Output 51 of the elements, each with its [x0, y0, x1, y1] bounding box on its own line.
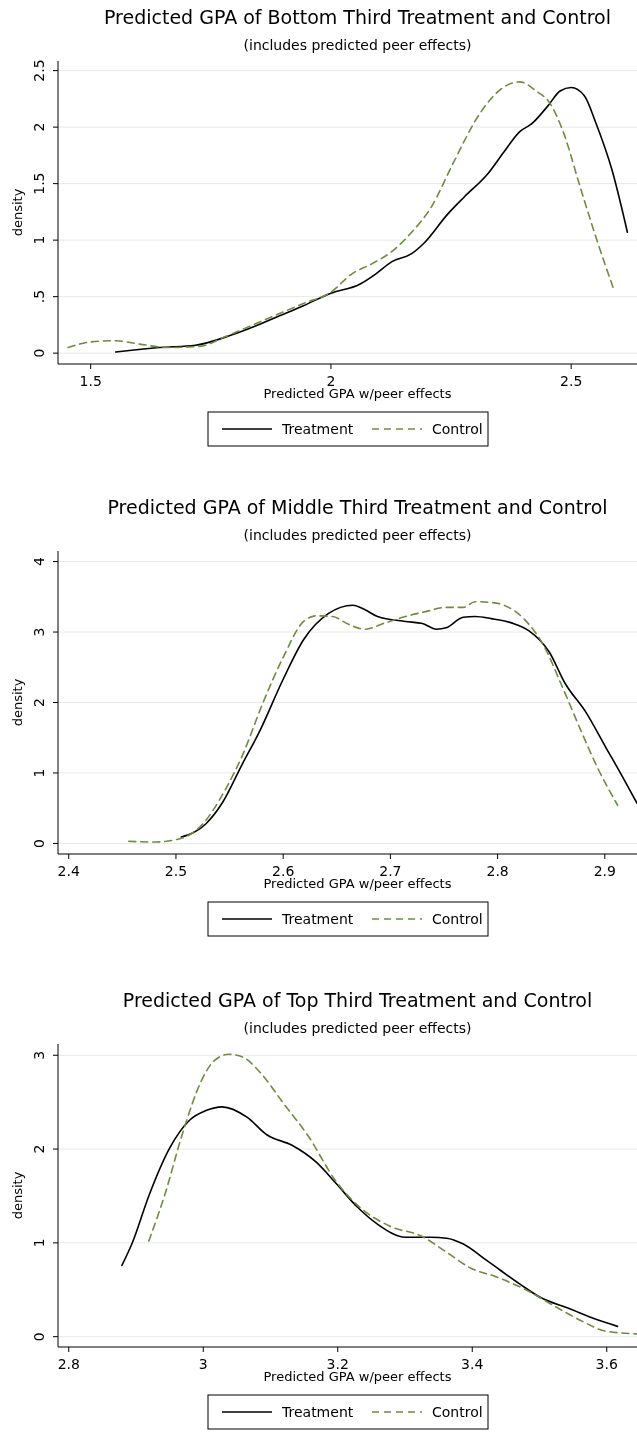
x-axis-title: Predicted GPA w/peer effects [263, 876, 452, 891]
x-tick-label: 2.8 [57, 1356, 80, 1372]
y-tick-label: 3 [31, 627, 47, 637]
y-tick-label: 4 [31, 557, 47, 567]
chart-title: Predicted GPA of Top Third Treatment and Control [122, 989, 593, 1011]
y-tick-label: 3 [31, 1050, 47, 1060]
x-axis-title: Predicted GPA w/peer effects [263, 386, 452, 401]
y-tick-label: .5 [31, 289, 47, 304]
y-tick-label: 2 [31, 122, 47, 132]
x-tick-label: 2.9 [593, 863, 616, 879]
y-tick-label: 1.5 [31, 172, 47, 195]
chart-title: Predicted GPA of Bottom Third Treatment and Control [103, 6, 612, 28]
y-tick-label: 2 [31, 698, 47, 707]
legend-label: Treatment [281, 911, 354, 927]
legend-label: Control [432, 1404, 483, 1420]
y-tick-label: 1 [31, 235, 47, 245]
x-axis-title: Predicted GPA w/peer effects [263, 1369, 452, 1384]
legend-label: Control [432, 911, 483, 927]
x-tick-label: 2.5 [164, 863, 188, 879]
x-tick-label: 3.6 [595, 1356, 618, 1372]
line-series [127, 600, 619, 843]
legend-label: Treatment [281, 421, 354, 437]
y-tick-label: 1 [31, 768, 47, 778]
x-tick-label: 2 [326, 373, 336, 389]
y-tick-label: 2.5 [31, 59, 47, 82]
chart-title: Predicted GPA of Middle Third Treatment and Control [107, 496, 608, 518]
line-series [147, 1053, 637, 1335]
x-tick-label: 2.8 [486, 863, 509, 879]
y-tick-label: 0 [31, 348, 47, 358]
y-tick-label: 0 [31, 838, 47, 848]
x-tick-label: 3.2 [326, 1356, 349, 1372]
x-tick-label: 2.7 [379, 863, 402, 879]
line-series [121, 1106, 619, 1328]
y-tick-label: 0 [31, 1332, 47, 1342]
y-axis-title: density [10, 1171, 25, 1220]
x-tick-label: 3 [198, 1356, 208, 1372]
legend-label: Treatment [281, 1404, 354, 1420]
line-series [180, 604, 637, 838]
y-axis-title: density [10, 678, 25, 727]
chart-subtitle: (includes predicted peer effects) [243, 527, 472, 543]
x-tick-label: 2.6 [272, 863, 295, 879]
y-tick-label: 2 [31, 1144, 47, 1154]
y-tick-label: 1 [31, 1238, 47, 1248]
y-axis-title: density [10, 188, 25, 237]
chart-subtitle: (includes predicted peer effects) [243, 1020, 472, 1036]
legend-label: Control [432, 421, 483, 437]
x-tick-label: 1.5 [79, 373, 102, 389]
chart-subtitle: (includes predicted peer effects) [243, 37, 472, 53]
x-tick-label: 2.4 [57, 863, 80, 879]
x-tick-label: 2.5 [560, 373, 583, 389]
x-tick-label: 3.4 [461, 1356, 484, 1372]
